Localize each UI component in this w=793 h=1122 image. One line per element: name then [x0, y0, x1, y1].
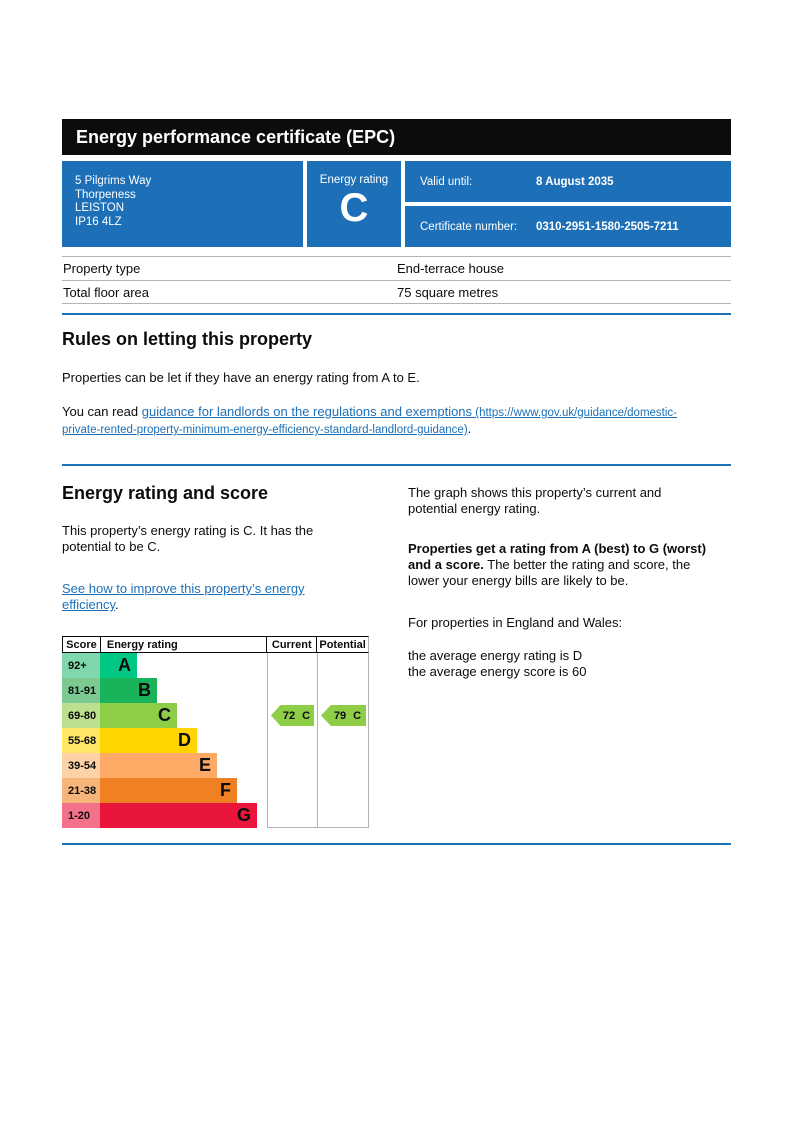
band-score-range: 39-54: [62, 753, 100, 778]
band-bar-b: B: [100, 678, 157, 703]
band-bar-f: F: [100, 778, 237, 803]
property-details-table: Property type End-terrace house Total fl…: [62, 256, 731, 304]
chart-header-potential: Potential: [316, 637, 368, 652]
rating-explainer-rest: The better the rating and score, the low…: [408, 557, 691, 588]
table-row: Total floor area 75 square metres: [62, 280, 731, 304]
landlord-guidance-url: (https://www.gov.uk/guidance/domestic- p…: [62, 407, 678, 436]
section-divider: [62, 313, 731, 315]
address-line: IP16 4LZ: [75, 215, 122, 228]
band-row-a: 92+ A: [62, 653, 369, 678]
potential-column-box: [317, 653, 369, 828]
current-column-box: [267, 653, 318, 828]
address-line: Thorpeness: [75, 188, 136, 201]
band-score-range: 92+: [62, 653, 100, 678]
property-type-label: Property type: [63, 261, 141, 276]
current-rating-arrow: 72 C: [271, 705, 314, 726]
band-bar-c: C: [100, 703, 177, 728]
page-title: Energy performance certificate (EPC): [62, 119, 731, 155]
energy-rating-label: Energy rating: [319, 174, 389, 186]
landlord-guidance-link[interactable]: guidance for landlords on the regulation…: [62, 404, 678, 436]
certificate-number-value: 0310-2951-1580-2505-7211: [536, 220, 679, 233]
band-row-b: 81-91 B: [62, 678, 369, 703]
potential-score: 79: [333, 709, 347, 722]
energy-rating-value: C: [339, 186, 369, 230]
band-bar-d: D: [100, 728, 197, 753]
certificate-number-label: Certificate number:: [420, 220, 518, 233]
chart-header-row: Score Energy rating Current Potential: [62, 636, 369, 653]
england-wales-paragraph: For properties in England and Wales:: [408, 615, 623, 630]
band-score-range: 81-91: [62, 678, 100, 703]
valid-until-value: 8 August 2035: [536, 175, 614, 188]
property-address: 5 Pilgrims Way Thorpeness LEISTON IP16 4…: [62, 161, 303, 247]
valid-until-label: Valid until:: [420, 175, 473, 188]
band-row-g: 1-20 G: [62, 803, 369, 828]
guidance-text-prefix: You can read: [62, 404, 142, 419]
chart-header-score: Score: [66, 638, 97, 651]
energy-rating-box: Energy rating C: [307, 161, 401, 247]
band-score-range: 69-80: [62, 703, 100, 728]
certificate-meta: Valid until: 8 August 2035 Certificate n…: [405, 161, 731, 247]
band-score-range: 1-20: [62, 803, 100, 828]
band-row-d: 55-68 D: [62, 728, 369, 753]
current-letter: C: [302, 709, 311, 722]
floor-area-value: 75 square metres: [397, 284, 499, 300]
rules-guidance-paragraph: You can read guidance for landlords on t…: [62, 404, 731, 438]
epc-rating-chart: Score Energy rating Current Potential 92…: [62, 636, 369, 828]
section-divider: [62, 843, 731, 845]
rating-summary-paragraph: This property’s energy rating is C. It h…: [62, 523, 314, 554]
rules-paragraph: Properties can be let if they have an en…: [62, 370, 420, 385]
band-bar-e: E: [100, 753, 217, 778]
rating-explainer-bold: Properties get a rating from A (best) to…: [408, 541, 707, 572]
rating-column-left: Energy rating and score This property’s …: [62, 483, 392, 828]
band-row-f: 21-38 F: [62, 778, 369, 803]
epc-document-page: Energy performance certificate (EPC) 5 P…: [62, 119, 731, 845]
valid-until-row: Valid until: 8 August 2035: [405, 161, 731, 202]
address-line: 5 Pilgrims Way: [75, 175, 152, 187]
graph-explainer-paragraph: The graph shows this property’s current …: [408, 485, 662, 516]
band-score-range: 55-68: [62, 728, 100, 753]
rules-section-heading: Rules on letting this property: [62, 329, 313, 349]
section-divider: [62, 464, 731, 466]
property-type-value: End-terrace house: [397, 261, 504, 276]
improve-efficiency-link[interactable]: See how to improve this property’s energ…: [62, 581, 305, 612]
rating-column-right: The graph shows this property’s current …: [408, 483, 731, 828]
current-score: 72: [282, 709, 296, 722]
band-bar-g: G: [100, 803, 257, 828]
floor-area-label: Total floor area: [63, 284, 149, 300]
certificate-summary: 5 Pilgrims Way Thorpeness LEISTON IP16 4…: [62, 161, 731, 247]
chart-header-rating: Energy rating: [99, 637, 266, 652]
table-row: Property type End-terrace house: [62, 256, 731, 280]
certificate-number-row: Certificate number: 0310-2951-1580-2505-…: [405, 206, 731, 247]
band-row-e: 39-54 E: [62, 753, 369, 778]
band-row-c: 69-80 C: [62, 703, 369, 728]
address-line: LEISTON: [75, 202, 124, 214]
chart-body: 92+ A 81-91 B 69-80 C 55-68 D: [62, 653, 369, 828]
guidance-text-suffix: .: [467, 421, 472, 436]
band-bar-a: A: [100, 653, 137, 678]
potential-letter: C: [353, 709, 362, 722]
rating-explainer-paragraph: Properties get a rating from A (best) to…: [408, 541, 731, 589]
chart-header-current: Current: [266, 637, 316, 652]
potential-rating-arrow: 79 C: [321, 705, 366, 726]
band-score-range: 21-38: [62, 778, 100, 803]
rating-section-heading: Energy rating and score: [62, 483, 269, 503]
averages-paragraph: the average energy rating is D the avera…: [408, 648, 587, 679]
energy-rating-section: Energy rating and score This property’s …: [62, 483, 731, 828]
improve-link-suffix: .: [115, 597, 119, 612]
improve-paragraph: See how to improve this property’s energ…: [62, 581, 392, 613]
